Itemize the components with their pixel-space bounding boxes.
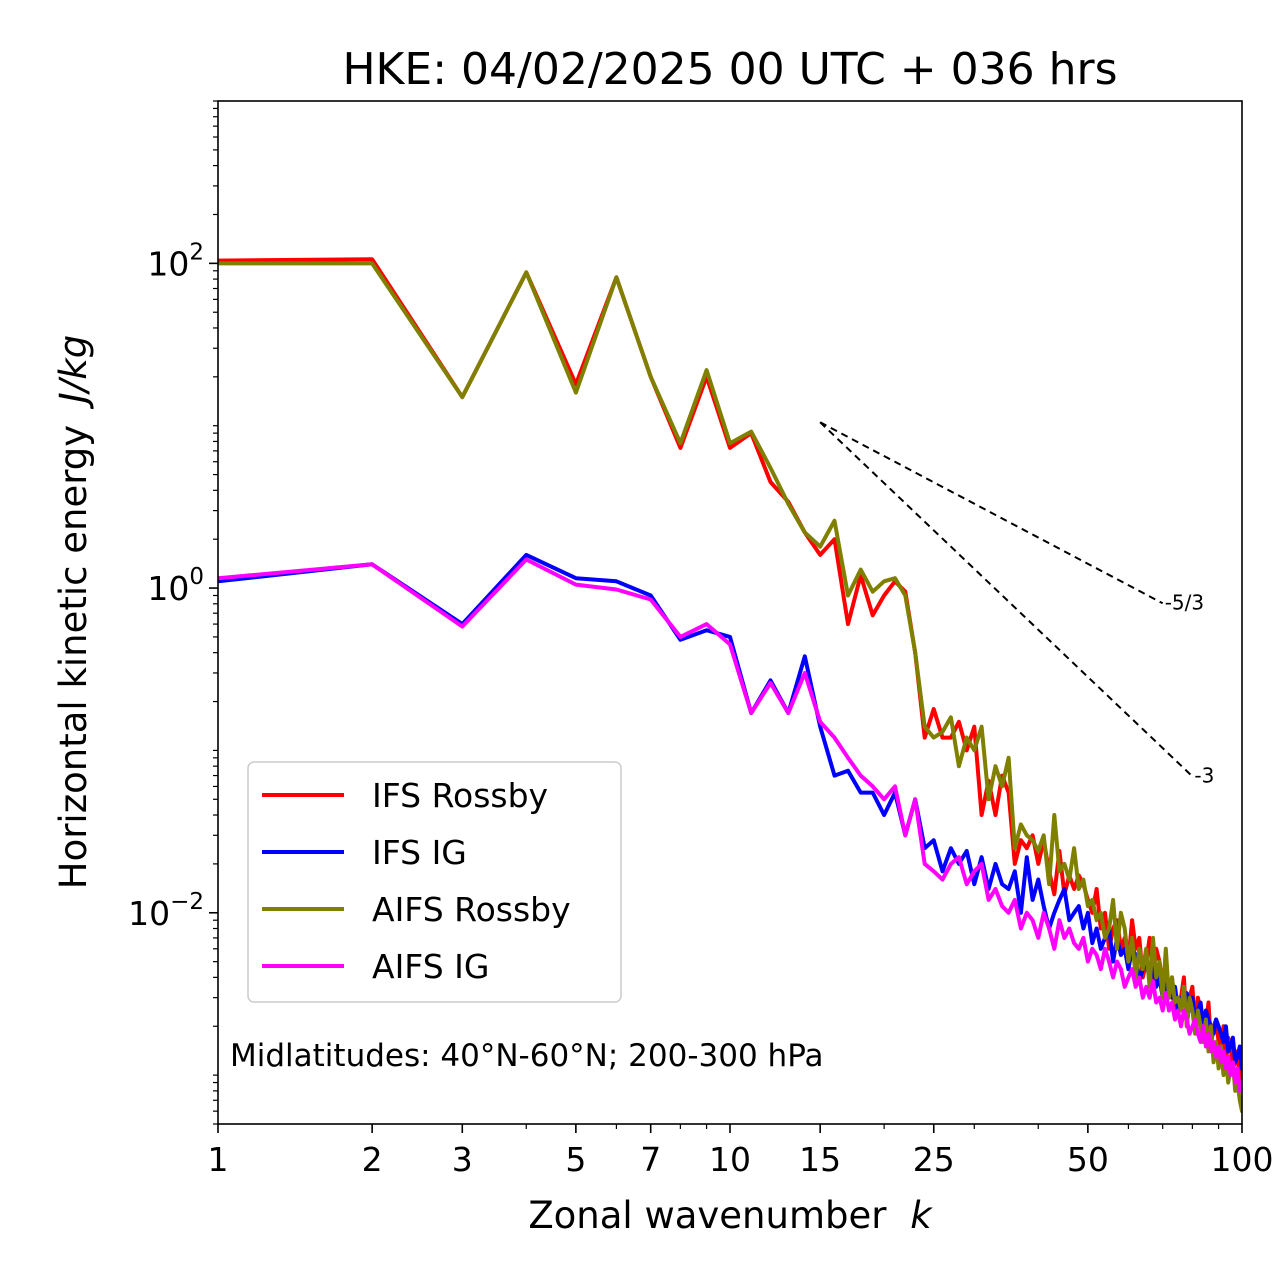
y-tick-label: 10−2	[128, 889, 204, 933]
x-tick-label: 100	[1211, 1140, 1274, 1179]
x-axis-ticks: 1 2 3 5 7 10 15 25 50 100	[208, 1124, 1274, 1179]
y-tick-exponent: 0	[189, 564, 204, 590]
x-tick-label: 7	[640, 1140, 661, 1179]
y-tick-label: 102	[147, 239, 204, 283]
y-tick-base: 10	[128, 894, 170, 933]
y-axis-label-unit: J/kg	[52, 335, 95, 410]
y-axis-label-text: Horizontal kinetic energy	[52, 425, 95, 889]
reference-line-label: -5/3	[1165, 590, 1204, 614]
legend-label: IFS IG	[372, 833, 467, 872]
series-line	[218, 557, 1242, 1093]
reference-line-label: -3	[1194, 763, 1214, 787]
x-tick-label: 3	[452, 1140, 473, 1179]
x-tick-label: 25	[913, 1140, 955, 1179]
y-tick-exponent: 2	[189, 239, 204, 265]
reference-slope-lines	[819, 421, 1194, 778]
reference-line	[819, 421, 1194, 778]
y-tick-base: 10	[147, 244, 189, 283]
y-axis-label: Horizontal kinetic energy J/kg	[52, 335, 95, 889]
legend-label: AIFS Rossby	[372, 890, 571, 929]
region-annotation: Midlatitudes: 40°N-60°N; 200-300 hPa	[230, 1038, 824, 1074]
x-tick-label: 10	[709, 1140, 751, 1179]
series-line	[218, 552, 1242, 1071]
series-lines	[218, 257, 1242, 1114]
plot-frame	[217, 100, 1243, 1125]
legend-label: IFS Rossby	[372, 776, 548, 815]
x-tick-label: 1	[208, 1140, 229, 1179]
y-tick-base: 10	[147, 569, 189, 608]
legend-items: IFS Rossby IFS IG AIFS Rossby AIFS IG	[262, 776, 571, 986]
x-axis-label: Zonal wavenumber k	[528, 1194, 933, 1237]
x-tick-label: 50	[1067, 1140, 1109, 1179]
y-tick-exponent: −2	[170, 889, 204, 915]
x-tick-label: 2	[362, 1140, 383, 1179]
chart-title: HKE: 04/02/2025 00 UTC + 036 hrs	[342, 44, 1117, 95]
legend-box	[247, 761, 622, 1003]
reference-slope-labels: -5/3 -3	[1165, 590, 1215, 787]
legend-label: AIFS IG	[372, 947, 489, 986]
legend: IFS Rossby IFS IG AIFS Rossby AIFS IG	[247, 761, 622, 1003]
x-axis-label-text: Zonal wavenumber	[528, 1194, 887, 1237]
x-axis-label-variable: k	[910, 1194, 933, 1237]
x-tick-label: 15	[799, 1140, 841, 1179]
y-tick-label: 100	[147, 564, 204, 608]
x-tick-label: 5	[565, 1140, 586, 1179]
reference-line	[819, 421, 1164, 605]
